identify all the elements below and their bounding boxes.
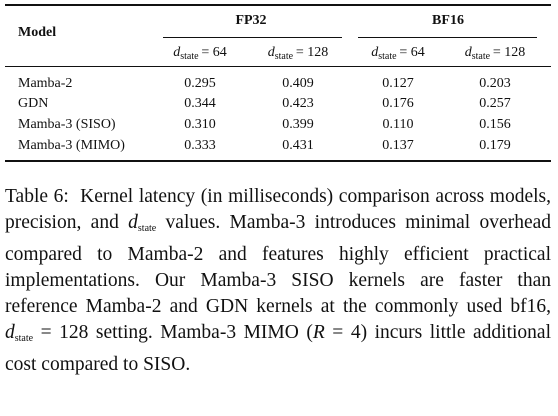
cell: 0.295 — [184, 76, 216, 91]
math-var: R — [312, 322, 325, 343]
caption: Table 6: Kernel latency (in milliseconds… — [5, 184, 551, 378]
cell: 0.176 — [382, 96, 414, 111]
caption-text: = 4) incurs little additional cost compa… — [5, 322, 551, 375]
caption-label: Table 6: — [5, 186, 69, 207]
top-rule — [5, 4, 551, 6]
cell: 0.156 — [479, 117, 511, 132]
math-var: d — [128, 212, 138, 233]
sub-header: dstate = 64 — [371, 45, 425, 62]
row-label: Mamba-3 (MIMO) — [18, 138, 125, 153]
sub-header: dstate = 64 — [173, 45, 227, 62]
group-header: FP32 — [235, 13, 267, 28]
cell: 0.399 — [282, 117, 314, 132]
caption-text: values. Mamba-3 introduces minimal overh… — [5, 212, 552, 317]
math-rest: = 128 — [295, 45, 329, 60]
caption-math: R — [313, 322, 325, 343]
group-rule — [163, 37, 342, 38]
math-subscript: state — [180, 51, 199, 62]
mid-rule — [5, 66, 551, 67]
caption-math: dstate — [128, 212, 157, 234]
math-var: d — [464, 45, 472, 60]
cell: 0.110 — [382, 117, 414, 132]
sub-header: dstate = 128 — [268, 45, 329, 62]
cell: 0.137 — [382, 138, 414, 153]
math-rest: = 128 — [492, 45, 526, 60]
caption-math: dstate — [5, 322, 34, 344]
cell: 0.409 — [282, 76, 314, 91]
cell: 0.127 — [382, 76, 414, 91]
cell: 0.310 — [184, 117, 216, 132]
math-var: d — [173, 45, 181, 60]
math-var: d — [5, 322, 15, 343]
math-subscript: state — [471, 51, 491, 62]
math-subscript: state — [137, 223, 157, 234]
row-label: Mamba-3 (SISO) — [18, 117, 116, 132]
caption-text: = 128 setting. Mamba-3 MIMO ( — [33, 322, 313, 343]
math-var: d — [371, 45, 379, 60]
sub-header: dstate = 128 — [465, 45, 526, 62]
group-rule — [358, 37, 537, 38]
row-label: Mamba-2 — [18, 76, 73, 91]
math-var: d — [267, 45, 275, 60]
math-rest: = 64 — [399, 45, 425, 60]
corner-header: Model — [18, 25, 57, 40]
cell: 0.344 — [184, 96, 216, 111]
math-subscript: state — [378, 51, 397, 62]
cell: 0.179 — [479, 138, 511, 153]
cell: 0.431 — [282, 138, 314, 153]
cell: 0.203 — [479, 76, 511, 91]
cell: 0.333 — [184, 138, 216, 153]
cell: 0.257 — [479, 96, 511, 111]
caption-text: Kernel latency (in milliseconds) compari… — [5, 186, 552, 233]
bottom-rule — [5, 160, 551, 162]
math-subscript: state — [274, 51, 294, 62]
group-header: BF16 — [432, 13, 464, 28]
math-subscript: state — [14, 333, 34, 344]
cell: 0.423 — [282, 96, 314, 111]
row-label: GDN — [18, 96, 49, 111]
math-rest: = 64 — [201, 45, 227, 60]
